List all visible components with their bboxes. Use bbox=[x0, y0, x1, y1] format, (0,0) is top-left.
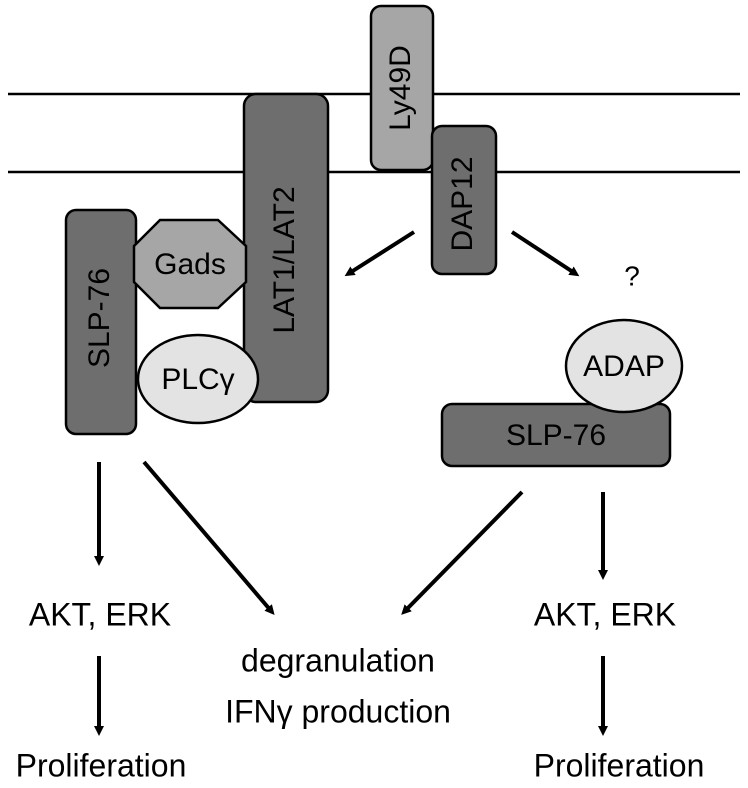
slp76-right-label: SLP-76 bbox=[506, 419, 606, 452]
plc-label: PLCγ bbox=[161, 363, 234, 396]
adap-node: ADAP bbox=[564, 318, 684, 414]
ifn-production-label: IFNγ production bbox=[225, 693, 451, 729]
proliferation-right-label: Proliferation bbox=[534, 747, 705, 783]
proliferation-left-label: Proliferation bbox=[16, 747, 187, 783]
akt-erk-left-label: AKT, ERK bbox=[29, 596, 171, 632]
plc-node: PLCγ bbox=[136, 333, 260, 425]
dap12-adaptor: DAP12 bbox=[430, 124, 498, 276]
slp76-left-label: SLP-76 bbox=[83, 268, 116, 368]
gads-label: Gads bbox=[154, 248, 226, 281]
slp76-left: SLP-76 bbox=[64, 208, 138, 436]
arrow-dap12-to-adap bbox=[510, 230, 580, 277]
arrow-slp76-right-to-degranulation bbox=[401, 490, 524, 615]
gads-node: Gads bbox=[132, 218, 248, 310]
ly49d-label: Ly49D bbox=[384, 45, 417, 131]
slp76-right: SLP-76 bbox=[440, 402, 672, 468]
question-mark: ? bbox=[624, 260, 640, 291]
lat-label: LAT1/LAT2 bbox=[268, 186, 301, 333]
ly49d-receptor: Ly49D bbox=[369, 4, 435, 172]
arrow-slp76-left-to-degranulation bbox=[142, 460, 275, 616]
degranulation-label: degranulation bbox=[241, 642, 435, 678]
arrow-dap12-to-lat bbox=[344, 230, 416, 277]
adap-label: ADAP bbox=[583, 350, 665, 383]
lat-adaptor: LAT1/LAT2 bbox=[242, 92, 330, 404]
dap12-label: DAP12 bbox=[446, 156, 479, 251]
akt-erk-right-label: AKT, ERK bbox=[534, 596, 676, 632]
